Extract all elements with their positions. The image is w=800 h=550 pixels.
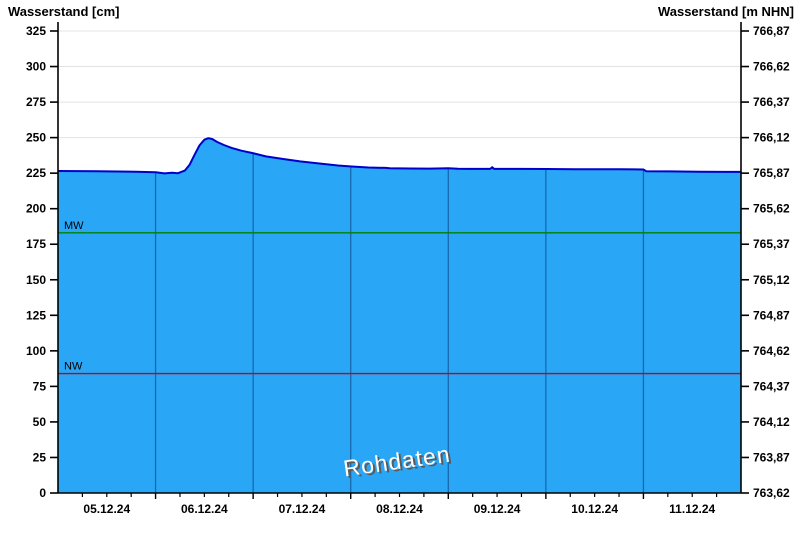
y-right-tick-label: 765,87 bbox=[753, 166, 790, 180]
y-left-tick-label: 50 bbox=[33, 415, 47, 429]
y-left-tick-label: 75 bbox=[33, 379, 47, 393]
y-left-tick-label: 275 bbox=[26, 95, 46, 109]
y-right-tick-label: 766,12 bbox=[753, 131, 790, 145]
y-left-tick-label: 175 bbox=[26, 237, 46, 251]
x-day-label: 07.12.24 bbox=[279, 502, 326, 516]
left-axis-title: Wasserstand [cm] bbox=[8, 4, 120, 19]
y-left-tick-label: 100 bbox=[26, 344, 46, 358]
y-left-tick-label: 200 bbox=[26, 202, 46, 216]
y-right-tick-label: 764,12 bbox=[753, 415, 790, 429]
y-right-tick-label: 764,87 bbox=[753, 308, 790, 322]
x-day-label: 06.12.24 bbox=[181, 502, 228, 516]
y-left-tick-label: 150 bbox=[26, 273, 46, 287]
water-level-curve bbox=[57, 137, 741, 175]
y-left-tick-label: 25 bbox=[33, 450, 47, 464]
x-day-label: 11.12.24 bbox=[669, 502, 715, 516]
y-right-tick-label: 764,62 bbox=[753, 344, 790, 358]
x-day-label: 05.12.24 bbox=[83, 502, 130, 516]
y-left-tick-label: 325 bbox=[26, 24, 46, 38]
y-left-tick-label: 300 bbox=[26, 60, 46, 74]
y-right-tick-label: 764,37 bbox=[753, 379, 790, 393]
y-left-tick-label: 225 bbox=[26, 166, 46, 180]
y-left-tick-label: 250 bbox=[26, 131, 46, 145]
y-right-tick-label: 765,37 bbox=[753, 237, 790, 251]
y-right-tick-label: 763,87 bbox=[753, 450, 790, 464]
x-day-label: 10.12.24 bbox=[571, 502, 618, 516]
y-right-tick-label: 766,62 bbox=[753, 60, 790, 74]
x-day-label: 09.12.24 bbox=[474, 502, 521, 516]
ref-line-label-nw: NW bbox=[64, 361, 83, 373]
y-right-tick-label: 765,62 bbox=[753, 202, 790, 216]
y-right-tick-label: 765,12 bbox=[753, 273, 790, 287]
y-left-tick-label: 0 bbox=[39, 486, 46, 500]
ref-line-label-mw: MW bbox=[64, 220, 84, 232]
y-right-tick-label: 766,37 bbox=[753, 95, 790, 109]
y-right-tick-label: 766,87 bbox=[753, 24, 790, 38]
right-axis-title: Wasserstand [m NHN] bbox=[657, 4, 794, 19]
y-left-tick-label: 125 bbox=[26, 308, 46, 322]
y-right-tick-label: 763,62 bbox=[753, 486, 790, 500]
x-day-label: 08.12.24 bbox=[376, 502, 423, 516]
water-area-fill bbox=[58, 138, 741, 493]
